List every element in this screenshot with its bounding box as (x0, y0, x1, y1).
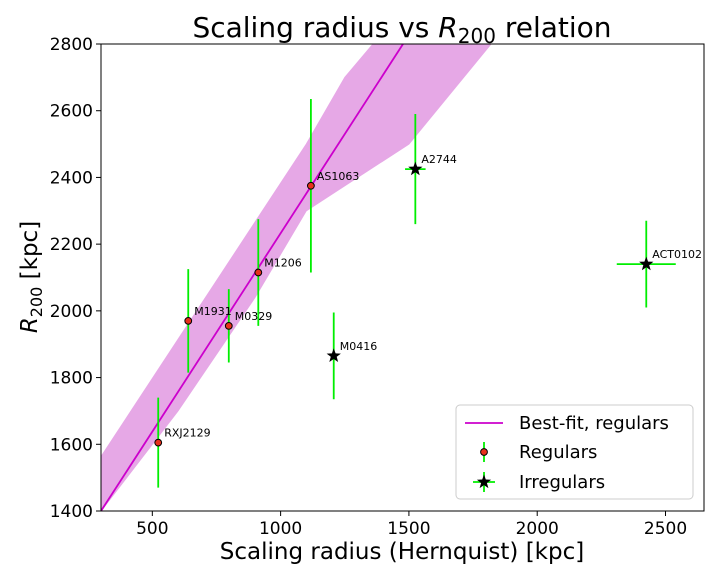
point-label: M0416 (340, 340, 378, 353)
x-tick-label: 1000 (259, 519, 302, 539)
legend-label: Irregulars (519, 472, 605, 493)
irregular-star-marker (408, 161, 423, 176)
point-label: A2744 (421, 153, 457, 166)
x-tick-label: 1500 (387, 519, 430, 539)
y-tick-label: 1800 (50, 369, 93, 389)
x-tick-label: 500 (136, 519, 168, 539)
y-tick-label: 2800 (50, 35, 93, 55)
y-tick-label: 1400 (50, 502, 93, 522)
point-label: M0329 (235, 310, 272, 323)
plot-frame (100, 43, 705, 512)
y-tick-label: 1600 (50, 435, 93, 455)
y-tick-label: 2200 (50, 235, 93, 255)
x-tick-label: 2500 (644, 519, 687, 539)
legend-label: Regulars (519, 442, 597, 463)
axes-layer: 500 1000 1500 2000 2500 1400 1600 1800 2000 2200 2… (50, 35, 705, 539)
regular-circle-marker (184, 316, 193, 325)
regular-circle-marker (224, 321, 233, 330)
point-label: RXJ2129 (164, 427, 210, 440)
marker-layer (154, 161, 654, 447)
chart-title: Scaling radius vs R200 relation (192, 11, 611, 48)
irregular-star-marker (326, 348, 341, 362)
point-label: ACT0102 (652, 248, 702, 261)
point-label-layer: RXJ2129 M1931 M0329 M1206 AS1063 M0416 A2744 AC… (164, 153, 702, 440)
y-tick-label: 2400 (50, 168, 93, 188)
y-tick-label: 2000 (50, 302, 93, 322)
legend: Best-fit, regulars Regulars Irregulars (455, 404, 694, 500)
regular-circle-marker (254, 268, 263, 277)
legend-irregular-marker (476, 474, 492, 489)
confidence-band-layer (101, 44, 492, 511)
point-label: M1931 (194, 305, 232, 318)
x-tick-label: 2000 (516, 519, 559, 539)
regular-circle-marker (306, 181, 315, 190)
y-tick-label: 2600 (50, 102, 93, 122)
x-axis-label: Scaling radius (Hernquist) [kpc] (220, 539, 584, 565)
irregular-star-marker (639, 256, 654, 271)
fit-line-layer (101, 44, 404, 511)
y-axis-label: R200 [kpc] (17, 221, 46, 333)
legend-box (455, 404, 694, 500)
legend-regular-marker (480, 448, 488, 456)
confidence-band (101, 44, 492, 511)
legend-label: Best-fit, regulars (519, 413, 669, 434)
point-label: AS1063 (317, 170, 360, 183)
point-label: M1206 (264, 256, 302, 269)
regular-circle-marker (154, 438, 163, 447)
best-fit-line (101, 44, 404, 511)
